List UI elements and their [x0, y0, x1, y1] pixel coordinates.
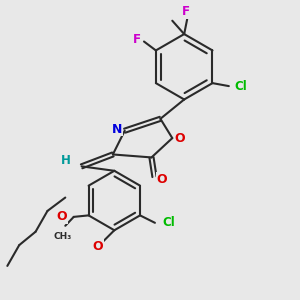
Text: Cl: Cl: [234, 80, 247, 93]
Text: O: O: [93, 240, 103, 253]
Text: N: N: [112, 123, 122, 136]
Text: F: F: [133, 33, 140, 46]
Text: CH₃: CH₃: [53, 232, 71, 241]
Text: F: F: [182, 5, 190, 18]
Text: O: O: [174, 132, 185, 145]
Text: Cl: Cl: [162, 216, 175, 229]
Text: O: O: [56, 210, 67, 224]
Text: O: O: [157, 173, 167, 186]
Text: H: H: [61, 154, 71, 167]
